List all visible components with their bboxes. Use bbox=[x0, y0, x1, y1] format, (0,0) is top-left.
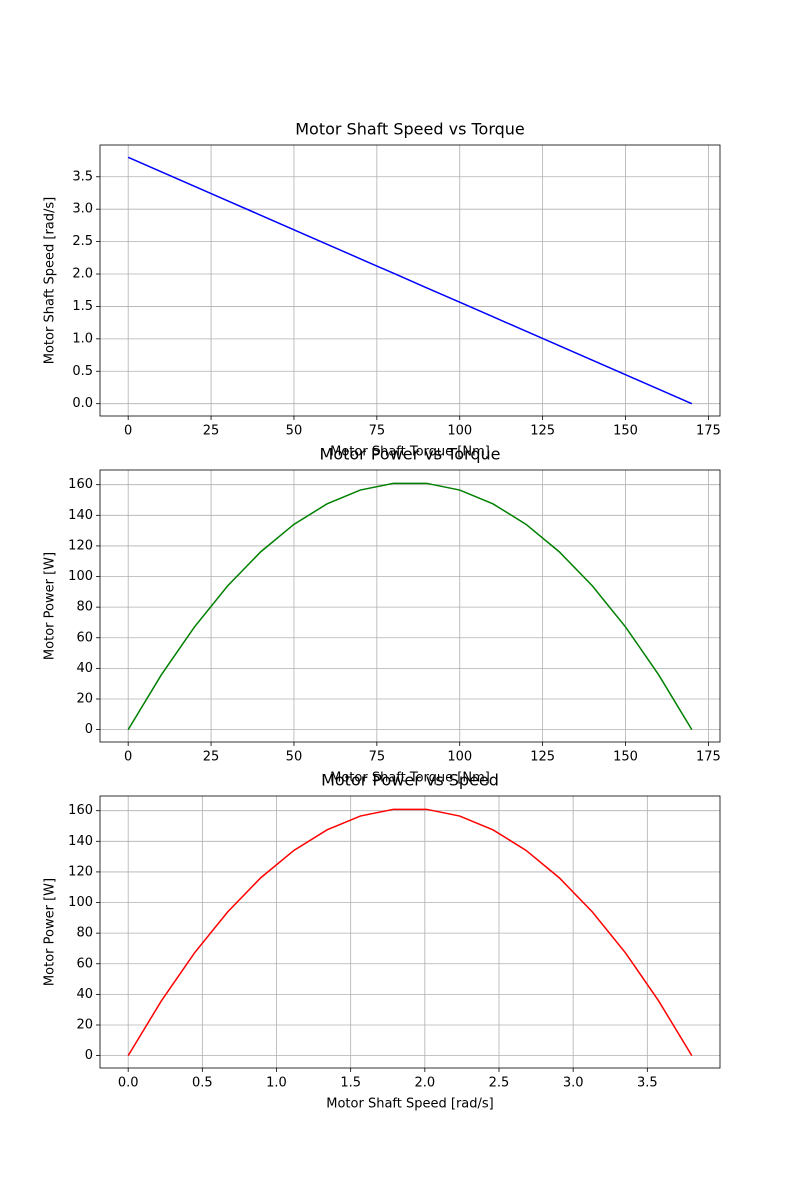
y-tick-label: 1.0 bbox=[72, 331, 93, 346]
y-axis-label: Motor Power [W] bbox=[43, 878, 58, 986]
y-tick-label: 20 bbox=[76, 691, 93, 706]
x-tick-label: 150 bbox=[613, 750, 638, 765]
y-tick-label: 3.5 bbox=[72, 169, 93, 184]
x-tick-label: 25 bbox=[203, 750, 220, 765]
data-line bbox=[127, 482, 693, 730]
y-axis-label: Motor Power [W] bbox=[43, 552, 58, 660]
y-tick-label: 1.5 bbox=[72, 299, 93, 314]
y-tick-label: 160 bbox=[68, 803, 93, 818]
y-tick-label: 140 bbox=[68, 508, 93, 523]
plot-frame bbox=[99, 144, 721, 417]
y-tick-label: 0 bbox=[85, 1048, 93, 1063]
y-tick-label: 20 bbox=[76, 1017, 93, 1032]
y-tick-label: 0.5 bbox=[72, 364, 93, 379]
y-tick-label: 40 bbox=[76, 987, 93, 1002]
y-axis-label: Motor Shaft Speed [rad/s] bbox=[43, 197, 58, 364]
x-tick-label: 75 bbox=[369, 424, 386, 439]
y-tick-label: 120 bbox=[68, 538, 93, 553]
y-tick-label: 0.0 bbox=[72, 396, 93, 411]
x-tick-label: 2.0 bbox=[414, 1076, 435, 1091]
x-tick-label: 175 bbox=[696, 750, 721, 765]
y-tick-label: 140 bbox=[68, 834, 93, 849]
y-tick-label: 80 bbox=[76, 926, 93, 941]
x-tick-label: 0.0 bbox=[118, 1076, 139, 1091]
plot-frame bbox=[99, 795, 721, 1069]
x-tick-label: 125 bbox=[530, 424, 555, 439]
y-tick-label: 100 bbox=[68, 569, 93, 584]
chart-title: Motor Shaft Speed vs Torque bbox=[295, 120, 525, 139]
x-tick-label: 175 bbox=[696, 424, 721, 439]
x-tick-label: 25 bbox=[203, 424, 220, 439]
data-line bbox=[127, 808, 693, 1056]
y-tick-label: 3.0 bbox=[72, 202, 93, 217]
y-tick-label: 160 bbox=[68, 477, 93, 492]
y-tick-label: 0 bbox=[85, 722, 93, 737]
x-tick-label: 0 bbox=[124, 424, 132, 439]
y-tick-label: 2.0 bbox=[72, 267, 93, 282]
chart-title: Motor Power vs Speed bbox=[321, 771, 499, 790]
y-tick-label: 40 bbox=[76, 661, 93, 676]
chart-title: Motor Power vs Torque bbox=[320, 445, 501, 464]
x-tick-label: 3.5 bbox=[637, 1076, 658, 1091]
x-tick-label: 50 bbox=[286, 424, 303, 439]
x-tick-label: 75 bbox=[369, 750, 386, 765]
data-line bbox=[127, 156, 693, 405]
x-tick-label: 0.5 bbox=[192, 1076, 213, 1091]
x-tick-label: 1.5 bbox=[340, 1076, 361, 1091]
x-tick-label: 2.5 bbox=[489, 1076, 510, 1091]
x-tick-label: 150 bbox=[613, 424, 638, 439]
y-tick-label: 100 bbox=[68, 895, 93, 910]
x-axis-label: Motor Shaft Torque [Nm] bbox=[330, 445, 490, 460]
y-tick-label: 80 bbox=[76, 600, 93, 615]
y-tick-label: 120 bbox=[68, 864, 93, 879]
x-axis-label: Motor Shaft Torque [Nm] bbox=[330, 771, 490, 786]
x-tick-label: 100 bbox=[447, 424, 472, 439]
x-tick-label: 125 bbox=[530, 750, 555, 765]
x-tick-label: 50 bbox=[286, 750, 303, 765]
plot-frame bbox=[99, 469, 721, 743]
x-axis-label: Motor Shaft Speed [rad/s] bbox=[326, 1097, 493, 1112]
y-tick-label: 60 bbox=[76, 956, 93, 971]
y-tick-label: 60 bbox=[76, 630, 93, 645]
y-tick-label: 2.5 bbox=[72, 234, 93, 249]
x-tick-label: 100 bbox=[447, 750, 472, 765]
x-tick-label: 1.0 bbox=[266, 1076, 287, 1091]
x-tick-label: 0 bbox=[124, 750, 132, 765]
x-tick-label: 3.0 bbox=[563, 1076, 584, 1091]
